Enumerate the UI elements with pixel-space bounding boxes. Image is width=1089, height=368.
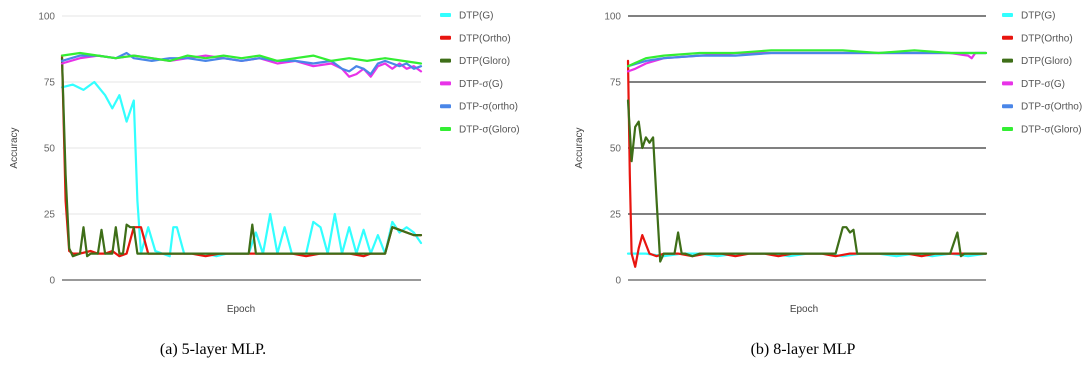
series-line-4: [626, 51, 988, 68]
chart-b-series: [626, 49, 988, 268]
series-line-1: [626, 59, 988, 268]
legend-label-3: DTP-σ(G): [459, 79, 503, 90]
legend-swatch-4: [1002, 104, 1013, 109]
legend-label-0: DTP(G): [1021, 11, 1055, 22]
chart-a-legend: DTP(G) DTP(Ortho) DTP(Gloro) DTP-σ(G) DTP-σ(…: [440, 11, 520, 136]
series-line-4: [60, 51, 423, 76]
legend-swatch-0: [1002, 13, 1013, 17]
chart-a-x-axis-label: Epoch: [227, 304, 255, 315]
legend-label-4: DTP-σ(ortho): [459, 102, 518, 113]
y-tick-label: 50: [44, 144, 56, 155]
legend-swatch-5: [1002, 127, 1013, 131]
series-line-2: [60, 57, 423, 258]
legend-label-1: DTP(Ortho): [459, 33, 511, 44]
legend-label-2: DTP(Gloro): [459, 56, 510, 67]
chart-b-y-axis-label: Accuracy: [574, 127, 585, 168]
y-tick-label: 75: [44, 78, 56, 89]
chart-a-series: [60, 51, 423, 258]
y-tick-label: 0: [615, 276, 621, 287]
legend-label-0: DTP(G): [459, 11, 493, 22]
chart-a-caption: (a) 5-layer MLP.: [160, 341, 266, 358]
legend-swatch-3: [1002, 81, 1013, 86]
chart-b-y-ticks: 0 25 50 75 100: [604, 12, 621, 287]
chart-b-x-axis-label: Epoch: [790, 304, 818, 315]
legend-swatch-2: [440, 58, 451, 63]
legend-swatch-3: [440, 81, 451, 86]
y-tick-label: 100: [604, 12, 621, 23]
y-tick-label: 75: [610, 78, 622, 89]
chart-b-gridlines: [628, 15, 986, 281]
y-tick-label: 25: [610, 210, 622, 221]
legend-swatch-4: [440, 104, 451, 109]
chart-a-gridlines: [62, 15, 421, 281]
legend-label-2: DTP(Gloro): [1021, 56, 1072, 67]
legend-swatch-5: [440, 127, 451, 131]
legend-label-4: DTP-σ(Ortho): [1021, 102, 1082, 113]
chart-a-y-axis-label: Accuracy: [9, 127, 20, 168]
y-tick-label: 50: [610, 144, 622, 155]
series-line-2: [626, 99, 988, 263]
series-line-5: [60, 51, 423, 65]
legend-swatch-0: [440, 13, 451, 17]
legend-swatch-1: [1002, 35, 1013, 40]
y-tick-label: 0: [49, 276, 55, 287]
legend-label-3: DTP-σ(G): [1021, 79, 1065, 90]
chart-b-legend: DTP(G) DTP(Ortho) DTP(Gloro) DTP-σ(G) DTP-σ(…: [1002, 11, 1082, 136]
legend-label-5: DTP-σ(Gloro): [1021, 125, 1082, 136]
legend-label-5: DTP-σ(Gloro): [459, 125, 520, 136]
series-line-5: [626, 49, 988, 68]
chart-b-caption: (b) 8-layer MLP: [751, 341, 856, 358]
legend-label-1: DTP(Ortho): [1021, 33, 1073, 44]
y-tick-label: 25: [44, 210, 56, 221]
y-tick-label: 100: [38, 12, 55, 23]
chart-a-y-ticks: 0 25 50 75 100: [38, 12, 55, 287]
series-line-3: [626, 51, 988, 73]
legend-swatch-2: [1002, 58, 1013, 63]
legend-swatch-1: [440, 35, 451, 40]
